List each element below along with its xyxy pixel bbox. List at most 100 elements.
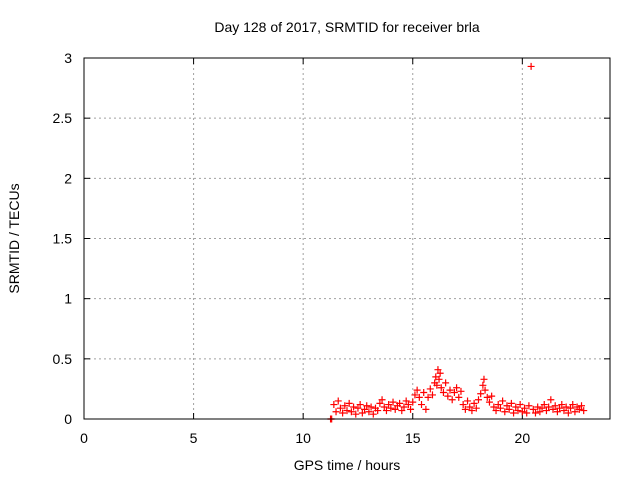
data-point (352, 410, 360, 418)
data-point (521, 404, 529, 412)
data-point (494, 401, 502, 409)
data-point (336, 404, 344, 412)
series-0 (327, 62, 588, 423)
y-tick-label: 0 (64, 411, 72, 427)
data-point (564, 409, 572, 417)
y-axis-label: SRMTID / TECUs (6, 183, 22, 293)
data-point (538, 404, 546, 412)
data-point (434, 366, 442, 374)
data-point (450, 389, 458, 397)
data-point (571, 408, 579, 416)
data-point (461, 405, 469, 413)
data-point (439, 389, 447, 397)
data-point (332, 408, 340, 416)
data-point (496, 404, 504, 412)
x-tick-label: 20 (515, 430, 531, 446)
data-point (560, 407, 568, 415)
y-tick-label: 1 (64, 291, 72, 307)
data-point (411, 391, 419, 399)
x-tick-label: 5 (190, 430, 198, 446)
data-point (382, 407, 390, 415)
data-point (507, 399, 515, 407)
y-tick-label: 0.5 (53, 351, 73, 367)
data-point (424, 393, 432, 401)
data-point (453, 384, 461, 392)
data-point (545, 403, 553, 411)
data-point (470, 399, 478, 407)
data-point (531, 409, 539, 417)
data-point (490, 403, 498, 411)
data-point (389, 398, 397, 406)
data-point (437, 384, 445, 392)
data-point (569, 401, 577, 409)
data-point (396, 399, 404, 407)
data-point (485, 398, 493, 406)
data-point (488, 392, 496, 400)
data-point (422, 405, 430, 413)
data-point (436, 369, 444, 377)
x-tick-label: 0 (80, 430, 88, 446)
data-point (385, 401, 393, 409)
data-point (350, 403, 358, 411)
data-point (466, 403, 474, 411)
data-point (481, 386, 489, 394)
data-point (457, 387, 465, 395)
data-point (510, 409, 518, 417)
data-point (547, 396, 555, 404)
data-point (400, 403, 408, 411)
data-point (435, 375, 443, 383)
data-point (391, 405, 399, 413)
data-point (542, 407, 550, 415)
data-point (455, 393, 463, 401)
data-point (567, 404, 575, 412)
data-point (428, 391, 436, 399)
data-point (580, 407, 588, 415)
data-point (341, 402, 349, 410)
data-point (575, 405, 583, 413)
data-point (578, 402, 586, 410)
data-point (472, 404, 480, 412)
data-point (512, 403, 520, 411)
data-point (514, 407, 522, 415)
x-tick-label: 10 (295, 430, 311, 446)
data-point (363, 402, 371, 410)
data-point (459, 401, 467, 409)
data-point (551, 402, 559, 410)
data-point (367, 403, 375, 411)
data-point (407, 405, 415, 413)
data-point (534, 403, 542, 411)
data-point (549, 405, 557, 413)
data-point (376, 399, 384, 407)
data-point (444, 392, 452, 400)
data-point (523, 409, 531, 417)
data-point (418, 401, 426, 409)
data-point (446, 386, 454, 394)
grid-layer (84, 58, 610, 419)
data-point (503, 402, 511, 410)
data-point (518, 408, 526, 416)
data-point (475, 396, 482, 404)
data-layer (327, 62, 588, 423)
data-point (540, 401, 548, 409)
data-point (480, 375, 488, 383)
data-point (339, 409, 347, 417)
data-point (415, 393, 423, 401)
data-point (387, 404, 395, 412)
data-point (426, 385, 434, 393)
data-point (556, 404, 564, 412)
data-point (433, 381, 441, 389)
data-point (448, 396, 456, 404)
data-point (525, 402, 533, 410)
y-tick-label: 1.5 (53, 231, 73, 247)
data-point (347, 408, 355, 416)
data-point (505, 405, 513, 413)
data-point (378, 396, 386, 404)
x-tick-label: 15 (405, 430, 421, 446)
data-point (380, 403, 388, 411)
data-point (477, 390, 485, 398)
data-point (356, 401, 364, 409)
data-point (501, 408, 509, 416)
data-point (398, 407, 406, 415)
